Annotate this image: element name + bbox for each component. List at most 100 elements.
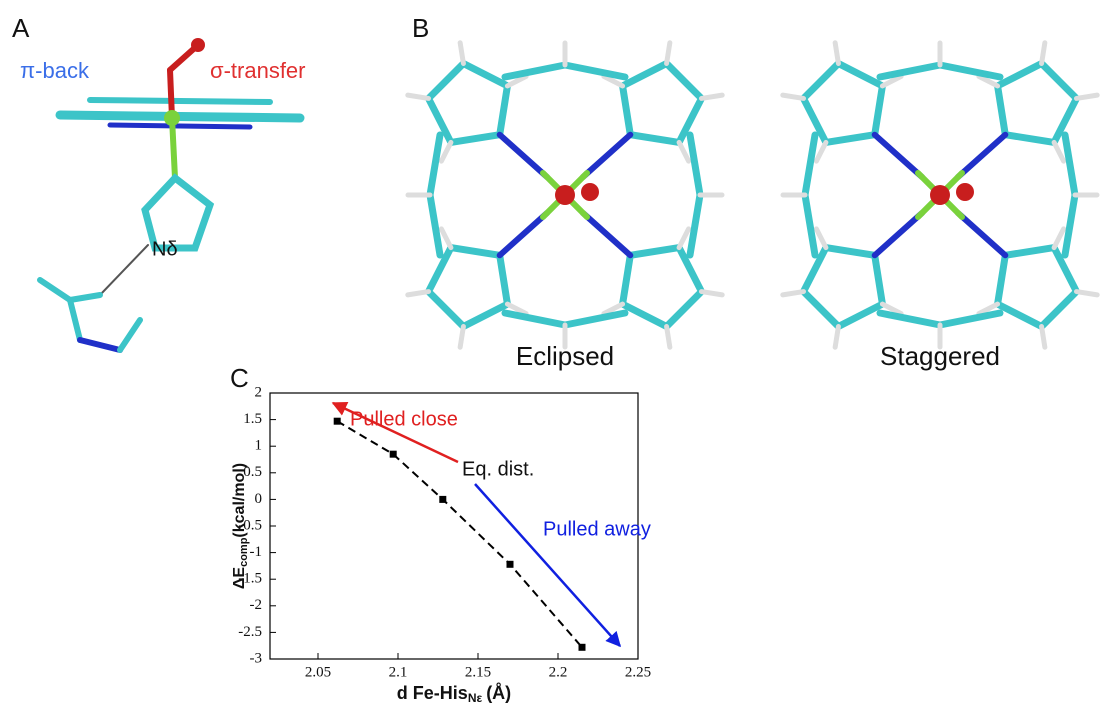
bond (1054, 142, 1064, 161)
y-tick-label: -2 (250, 597, 263, 613)
pyrrole (998, 64, 1077, 143)
caption: Staggered (880, 341, 1000, 371)
bond (816, 229, 826, 248)
x-tick-label: 2.05 (305, 664, 331, 680)
bond (70, 300, 80, 340)
x-tick-label: 2.25 (625, 664, 651, 680)
atom (164, 110, 180, 126)
bond (500, 135, 547, 177)
atom (191, 38, 205, 52)
bond (430, 135, 440, 195)
bond (441, 229, 451, 248)
x-label-sub: Nε (468, 691, 483, 705)
molecules (40, 38, 1097, 350)
y-tick-label: -3 (250, 650, 263, 666)
y-tick-label: -2.5 (238, 624, 262, 640)
bond (505, 65, 565, 77)
bond (565, 313, 625, 325)
atom (930, 185, 950, 205)
bond (875, 135, 922, 177)
pyrrole (623, 248, 702, 327)
bond (940, 65, 1000, 77)
bond (835, 43, 838, 64)
pyrrole (998, 248, 1077, 327)
annotation: π-back (20, 58, 90, 83)
point (507, 561, 514, 568)
x-tick-label: 2.15 (465, 664, 491, 680)
pyrrole (429, 64, 508, 143)
point (334, 418, 341, 425)
pyrrole (804, 248, 883, 327)
annotation: Pulled close (350, 408, 458, 430)
y-tick-label: 0 (255, 491, 263, 507)
bond (441, 142, 451, 161)
point (579, 644, 586, 651)
bond (408, 292, 429, 295)
bond (1042, 43, 1045, 64)
bond (1065, 195, 1075, 255)
bond (70, 295, 100, 300)
x-label-main: d Fe-His (397, 683, 468, 703)
bond (679, 142, 689, 161)
annotation: Eq. dist. (462, 458, 534, 480)
bond (1054, 229, 1064, 248)
figure: A π-back σ-transfer Nδ B Eclipsed Stagge… (0, 0, 1106, 707)
x-tick-label: 2.2 (549, 664, 568, 680)
bond (701, 95, 722, 98)
point (390, 451, 397, 458)
x-tick-label: 2.1 (389, 664, 408, 680)
bond (875, 213, 922, 255)
bond (1076, 95, 1097, 98)
annotation: Nδ (152, 238, 178, 260)
panel-letter: A (12, 13, 30, 43)
arrow (475, 484, 620, 646)
bond (90, 100, 270, 102)
y-tick-label: -1 (250, 544, 263, 560)
x-label-unit: (Å) (486, 683, 511, 703)
bond (460, 43, 463, 64)
bond (1076, 292, 1097, 295)
bond (958, 213, 1005, 255)
bond (565, 65, 625, 77)
bond (958, 135, 1005, 177)
bond (667, 43, 670, 64)
pyrrole (429, 248, 508, 327)
bond (816, 142, 826, 161)
panel-letter: B (412, 13, 429, 43)
y-tick-label: -0.5 (238, 517, 262, 533)
bond (701, 292, 722, 295)
bond (583, 213, 630, 255)
atom (555, 185, 575, 205)
y-tick-label: 0.5 (243, 464, 262, 480)
pyrrole (623, 64, 702, 143)
bond (505, 313, 565, 325)
bond (60, 115, 300, 118)
annotation: σ-transfer (210, 58, 306, 83)
y-tick-label: 1 (255, 438, 263, 454)
bond (783, 292, 804, 295)
bond (805, 195, 815, 255)
bond (667, 326, 670, 347)
bond (110, 125, 250, 127)
panel-letter: C (230, 363, 249, 393)
bond (690, 135, 700, 195)
pyrrole (804, 64, 883, 143)
y-tick-label: 1.5 (243, 411, 262, 427)
bond (120, 320, 140, 350)
atom (956, 183, 974, 201)
bond (500, 213, 547, 255)
bond (100, 245, 148, 295)
y-tick-label: -1.5 (238, 571, 262, 587)
point (439, 496, 446, 503)
atom (581, 183, 599, 201)
y-tick-label: 2 (255, 384, 263, 400)
bond (880, 313, 940, 325)
bond (805, 135, 815, 195)
bond (408, 95, 429, 98)
bond (880, 65, 940, 77)
bond (40, 280, 70, 300)
caption: Eclipsed (516, 341, 614, 371)
bond (80, 340, 120, 350)
x-axis-label: d Fe-HisNε(Å) (397, 683, 511, 705)
bond (783, 95, 804, 98)
